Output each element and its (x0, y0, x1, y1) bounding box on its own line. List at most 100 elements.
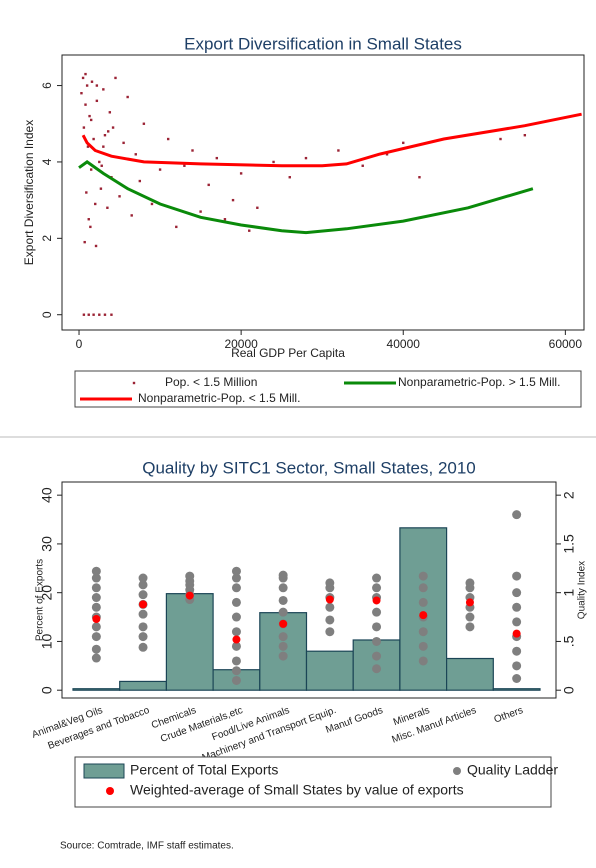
quality-point (512, 510, 522, 520)
quality-point (372, 622, 382, 632)
scatter-point (89, 225, 92, 229)
legend-marker (453, 767, 461, 775)
quality-point (278, 570, 288, 580)
quality-point (418, 627, 428, 637)
y2-tick-label: 0 (561, 686, 577, 694)
bar (165, 593, 214, 691)
scatter-point (87, 313, 90, 316)
quality-point (138, 632, 148, 642)
scatter-point (84, 103, 87, 106)
quality-point (138, 580, 148, 590)
scatter-point (215, 156, 219, 160)
scatter-point (89, 118, 93, 122)
scatter-point (499, 137, 502, 141)
y2-axis-label: Quality Index (577, 561, 588, 619)
quality-point (325, 578, 335, 588)
scatter-point (402, 141, 405, 145)
scatter-point (95, 84, 99, 87)
legend-label: Nonparametric-Pop. < 1.5 Mill. (138, 391, 300, 405)
scatter-point (191, 149, 194, 152)
scatter-point (98, 313, 101, 316)
quality-point (91, 593, 101, 603)
legend-label: Nonparametric-Pop. > 1.5 Mill. (398, 375, 560, 389)
quality-point (325, 615, 335, 625)
scatter-point (207, 183, 210, 187)
scatter-point (100, 164, 103, 167)
y-tick-label: 6 (40, 82, 54, 89)
scatter-point (98, 160, 101, 164)
scatter-point (385, 153, 389, 156)
quality-point (91, 566, 101, 576)
quality-point (465, 612, 475, 622)
legend-box (74, 756, 552, 808)
quality-point (512, 646, 522, 656)
scatter-point (85, 84, 89, 87)
y-tick-label: 2 (40, 235, 54, 242)
y-tick-label: 0 (39, 686, 55, 694)
quality-point (138, 573, 148, 583)
quality-point (185, 571, 195, 581)
quality-point (138, 590, 148, 600)
quality-point (231, 612, 241, 622)
quality-point (278, 607, 288, 617)
quality-point (325, 602, 335, 612)
quality-point (278, 583, 288, 593)
quality-point (91, 602, 101, 612)
quality-point (512, 617, 522, 627)
average-point (372, 596, 381, 605)
scatter-point (337, 149, 340, 152)
scatter-point (95, 99, 99, 103)
quality-point (512, 602, 522, 612)
scatter-point (231, 198, 235, 202)
average-point (465, 598, 474, 607)
quality-point (231, 666, 241, 676)
scatter-point (199, 210, 202, 213)
scatter-point (118, 195, 121, 198)
scatter-point (134, 153, 137, 156)
quality-point (325, 627, 335, 637)
scatter-point (158, 168, 162, 171)
scatter-point (82, 313, 86, 316)
scatter-point (175, 225, 178, 229)
y-tick-label: 10 (39, 633, 55, 649)
legend-swatch (83, 763, 125, 779)
y2-tick-label: 2 (561, 491, 577, 499)
scatter-point (523, 134, 527, 137)
scatter-point (111, 126, 115, 129)
average-point (232, 635, 241, 644)
bar (72, 688, 121, 691)
scatter-point (114, 76, 117, 80)
scatter-point (88, 114, 91, 118)
quality-point (91, 653, 101, 663)
scatter-point (82, 126, 86, 129)
bar (446, 657, 494, 691)
legend-label: Quality Ladder (467, 762, 558, 778)
legend-box (74, 370, 582, 408)
quality-point (372, 607, 382, 617)
y2-tick-label: .5 (561, 635, 577, 647)
scatter-point (138, 179, 142, 183)
scatter-point (92, 137, 95, 141)
x-tick-label: 60000 (549, 337, 583, 351)
quality-point (372, 636, 382, 646)
scatter-point (150, 202, 154, 206)
scatter-point (130, 214, 133, 217)
chart-title: Quality by SITC1 Sector, Small States, 2… (142, 458, 476, 477)
y-tick-label: 20 (39, 585, 55, 601)
scatter-point (107, 130, 110, 133)
scatter-point (108, 111, 112, 114)
quality-point (91, 632, 101, 642)
quality-point (372, 664, 382, 674)
scatter-point (89, 168, 93, 171)
scatter-point (103, 313, 107, 316)
y-tick-label: 0 (40, 311, 54, 318)
quality-point (278, 632, 288, 642)
quality-point (91, 573, 101, 583)
legend-label: Pop. < 1.5 Million (165, 375, 257, 389)
scatter-point (90, 80, 94, 83)
scatter-point (102, 88, 105, 91)
y-axis-label: Percent of Exports (35, 559, 46, 641)
scatter-point (84, 72, 87, 76)
quality-point (418, 656, 428, 666)
